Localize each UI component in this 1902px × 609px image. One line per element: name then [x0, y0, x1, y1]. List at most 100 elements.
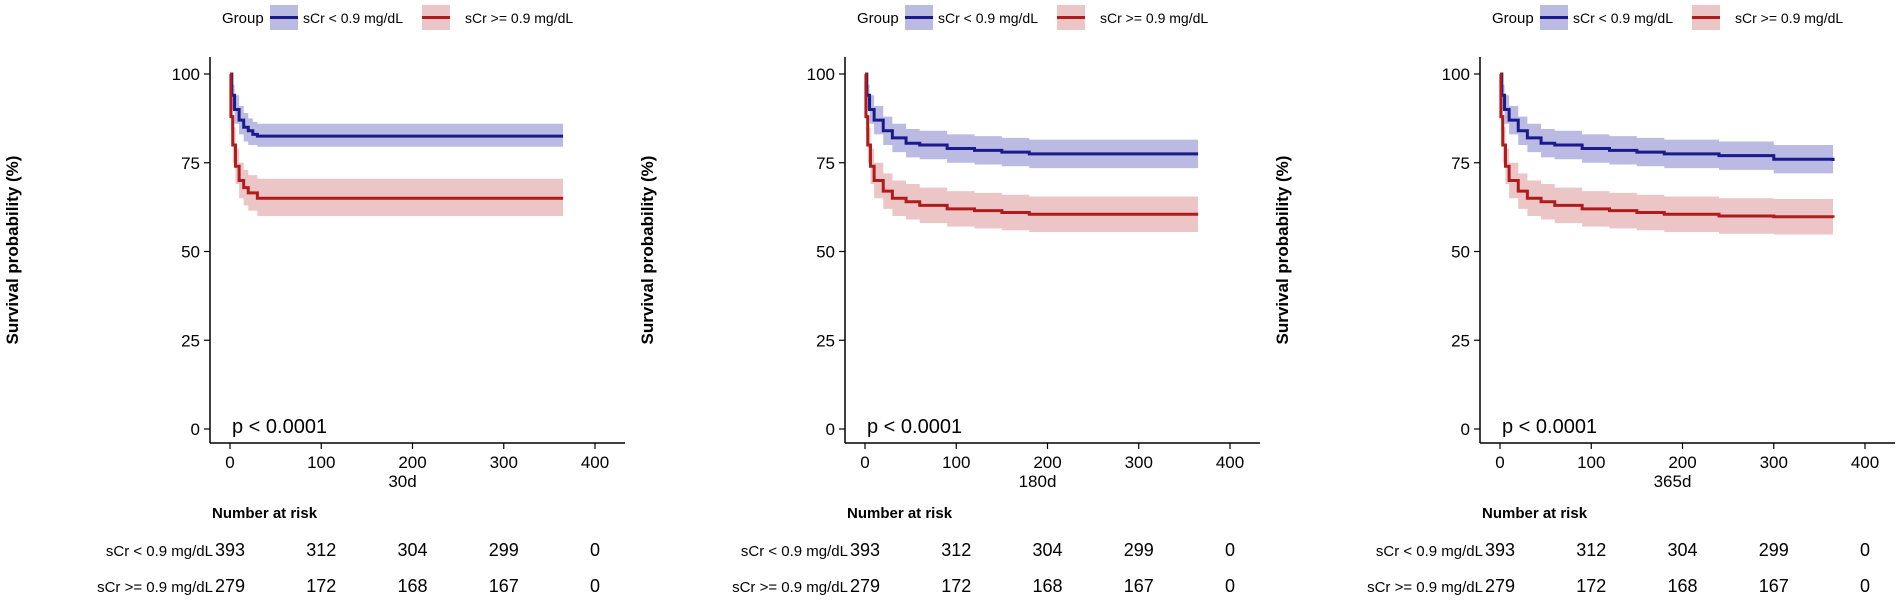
survival-curve-2 — [1499, 72, 1835, 219]
y-tick-label: 50 — [1451, 243, 1470, 262]
ci-band-2 — [230, 74, 564, 216]
risk-count: 0 — [1225, 540, 1235, 560]
risk-count: 299 — [1759, 540, 1789, 560]
risk-count: 0 — [1860, 576, 1870, 596]
risk-count: 279 — [1485, 576, 1515, 596]
risk-count: 393 — [215, 540, 245, 560]
survival-curve-2 — [864, 72, 1199, 216]
ci-band-2 — [865, 74, 1199, 232]
survival-curve-1 — [1500, 72, 1835, 161]
y-tick-label: 25 — [1451, 331, 1470, 350]
legend-label-1: sCr < 0.9 mg/dL — [938, 10, 1038, 26]
x-axis-label: 365d — [1654, 472, 1692, 491]
risk-count: 393 — [1485, 540, 1515, 560]
survival-curve-1 — [865, 72, 1199, 156]
y-tick-label: 0 — [1461, 420, 1470, 439]
y-axis-label: Survival probability (%) — [638, 156, 657, 345]
p-value-annotation: p < 0.0001 — [867, 416, 962, 438]
x-tick-label: 100 — [942, 453, 970, 472]
risk-count: 172 — [1576, 576, 1606, 596]
x-tick-label: 400 — [1216, 453, 1244, 472]
risk-count: 172 — [306, 576, 336, 596]
risk-table-title: Number at risk — [212, 505, 318, 522]
km-panel-3: Group sCr < 0.9 mg/dL sCr >= 0.9 mg/dL Surv… — [1273, 5, 1895, 596]
risk-table-title: Number at risk — [1482, 505, 1588, 522]
ci-band-1 — [230, 74, 564, 147]
legend: Group sCr < 0.9 mg/dL sCr >= 0.9 mg/dL — [1492, 5, 1843, 30]
risk-table-title: Number at risk — [847, 505, 953, 522]
km-panel-2: Group sCr < 0.9 mg/dL sCr >= 0.9 mg/dL Surv… — [638, 5, 1260, 596]
risk-count: 172 — [941, 576, 971, 596]
risk-row-label-2: sCr >= 0.9 mg/dL — [732, 579, 848, 596]
x-tick-label: 200 — [1668, 453, 1696, 472]
y-tick-label: 50 — [181, 243, 200, 262]
x-tick-label: 400 — [581, 453, 609, 472]
legend: Group sCr < 0.9 mg/dL sCr >= 0.9 mg/dL — [857, 5, 1208, 30]
risk-count: 167 — [1124, 576, 1154, 596]
x-tick-label: 400 — [1851, 453, 1879, 472]
legend-label-1: sCr < 0.9 mg/dL — [1573, 10, 1673, 26]
risk-count: 0 — [1225, 576, 1235, 596]
legend-label-1: sCr < 0.9 mg/dL — [303, 10, 403, 26]
risk-count: 304 — [1667, 540, 1697, 560]
legend: Group sCr < 0.9 mg/dL sCr >= 0.9 mg/dL — [222, 5, 573, 30]
legend-title: Group — [1492, 10, 1534, 27]
x-tick-label: 0 — [1495, 453, 1504, 472]
x-axis-label: 180d — [1019, 472, 1057, 491]
risk-count: 0 — [590, 576, 600, 596]
y-tick-label: 0 — [191, 420, 200, 439]
km-panel-1: Group sCr < 0.9 mg/dL sCr >= 0.9 mg/dL Surv… — [3, 5, 625, 596]
y-tick-label: 75 — [181, 154, 200, 173]
risk-count: 299 — [1124, 540, 1154, 560]
risk-count: 304 — [397, 540, 427, 560]
x-tick-label: 100 — [307, 453, 335, 472]
legend-title: Group — [857, 10, 899, 27]
survival-curve-2 — [229, 72, 564, 200]
risk-row-label-2: sCr >= 0.9 mg/dL — [1367, 579, 1483, 596]
risk-count: 0 — [1860, 540, 1870, 560]
risk-count: 312 — [1576, 540, 1606, 560]
y-axis-label: Survival probability (%) — [1273, 156, 1292, 345]
survival-curve-1 — [230, 72, 564, 138]
p-value-annotation: p < 0.0001 — [1502, 416, 1597, 438]
risk-count: 299 — [489, 540, 519, 560]
legend-label-2: sCr >= 0.9 mg/dL — [1735, 10, 1843, 26]
x-tick-label: 300 — [490, 453, 518, 472]
x-tick-label: 0 — [225, 453, 234, 472]
x-tick-label: 200 — [398, 453, 426, 472]
legend-title: Group — [222, 10, 264, 27]
y-tick-label: 100 — [1442, 65, 1470, 84]
risk-count: 167 — [489, 576, 519, 596]
risk-count: 168 — [1667, 576, 1697, 596]
x-tick-label: 300 — [1760, 453, 1788, 472]
risk-count: 312 — [306, 540, 336, 560]
risk-count: 312 — [941, 540, 971, 560]
p-value-annotation: p < 0.0001 — [232, 416, 327, 438]
y-tick-label: 75 — [816, 154, 835, 173]
y-tick-label: 25 — [816, 331, 835, 350]
risk-count: 167 — [1759, 576, 1789, 596]
risk-row-label-1: sCr < 0.9 mg/dL — [741, 543, 848, 560]
risk-row-label-2: sCr >= 0.9 mg/dL — [97, 579, 213, 596]
y-axis-label: Survival probability (%) — [3, 156, 22, 345]
y-tick-label: 25 — [181, 331, 200, 350]
x-axis-label: 30d — [388, 472, 416, 491]
legend-label-2: sCr >= 0.9 mg/dL — [465, 10, 573, 26]
risk-count: 304 — [1032, 540, 1062, 560]
ci-band-2 — [1500, 74, 1834, 236]
risk-row-label-1: sCr < 0.9 mg/dL — [1376, 543, 1483, 560]
risk-count: 168 — [397, 576, 427, 596]
x-tick-label: 100 — [1577, 453, 1605, 472]
risk-count: 279 — [850, 576, 880, 596]
x-tick-label: 200 — [1033, 453, 1061, 472]
y-tick-label: 75 — [1451, 154, 1470, 173]
y-tick-label: 100 — [172, 65, 200, 84]
x-tick-label: 0 — [860, 453, 869, 472]
risk-row-label-1: sCr < 0.9 mg/dL — [106, 543, 213, 560]
x-tick-label: 300 — [1125, 453, 1153, 472]
y-tick-label: 0 — [826, 420, 835, 439]
risk-count: 393 — [850, 540, 880, 560]
risk-count: 279 — [215, 576, 245, 596]
y-tick-label: 100 — [807, 65, 835, 84]
